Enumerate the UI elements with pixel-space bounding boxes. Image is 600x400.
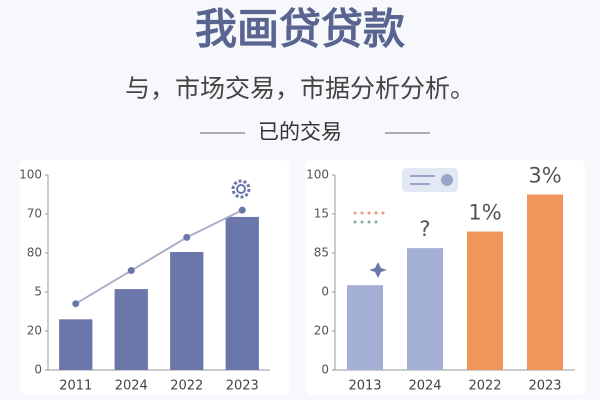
section-label: 已的交易 <box>258 120 342 144</box>
y-tick-label: 20 <box>27 324 42 338</box>
trend-point <box>127 267 135 275</box>
x-tick-label: 2011 <box>59 379 92 394</box>
trend-line <box>75 209 243 305</box>
message-icon <box>402 168 458 192</box>
y-tick-label: 70 <box>27 207 42 221</box>
y-tick-label: 0 <box>321 285 329 299</box>
annotation: 1% <box>468 201 501 225</box>
x-tick-label: 2024 <box>115 379 148 394</box>
y-tick-label: 0 <box>34 363 42 377</box>
y-tick-label: 80 <box>27 246 42 260</box>
trend-point <box>238 206 246 214</box>
y-tick-label: 15 <box>314 207 329 221</box>
y-tick-label: 0 <box>321 363 329 377</box>
annotation: 3% <box>528 164 561 188</box>
dots-icon <box>353 211 385 224</box>
x-tick-label: 2022 <box>170 379 203 394</box>
sparkle-icon <box>369 262 387 278</box>
bar <box>407 248 443 370</box>
x-tick-label: 2022 <box>468 379 501 394</box>
bar <box>114 289 148 370</box>
trend-point <box>183 233 191 241</box>
bar <box>527 194 563 370</box>
x-tick-label: 2023 <box>528 379 561 394</box>
bar <box>467 231 503 370</box>
annotation: ? <box>419 217 430 241</box>
subtitle: 与，市场交易，市据分析分析。 <box>125 74 475 103</box>
y-tick-label: 100 <box>306 168 329 182</box>
bar <box>170 252 204 370</box>
bar <box>59 319 93 370</box>
x-tick-label: 2024 <box>408 379 441 394</box>
y-tick-label: 5 <box>34 285 42 299</box>
y-tick-label: 85 <box>314 246 329 260</box>
title: 我画贷贷款 <box>195 5 405 54</box>
x-tick-label: 2023 <box>226 379 259 394</box>
bar <box>347 285 383 370</box>
y-tick-label: 100 <box>19 168 42 182</box>
y-tick-label: 20 <box>314 324 329 338</box>
bar <box>225 216 259 370</box>
x-tick-label: 2013 <box>348 379 381 394</box>
gear-icon <box>231 179 251 199</box>
trend-point <box>72 300 80 308</box>
